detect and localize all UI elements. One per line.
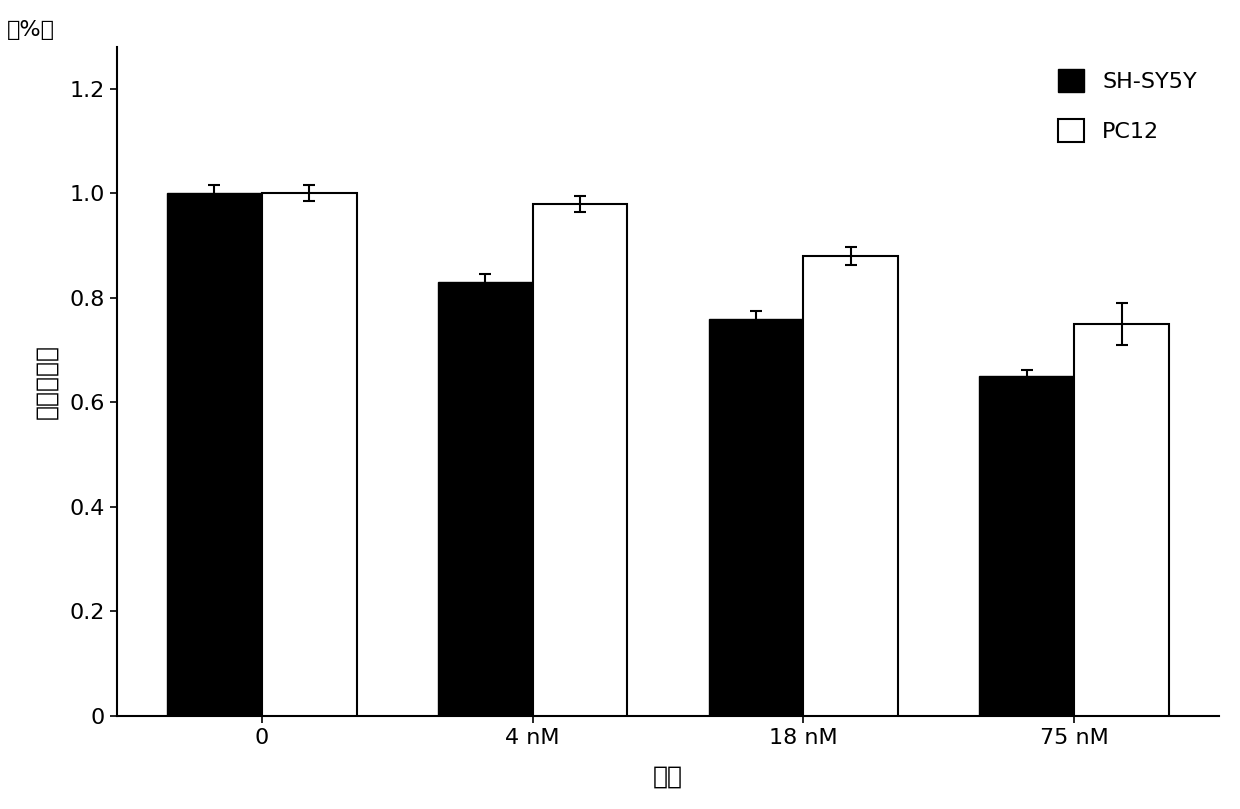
X-axis label: 浓度: 浓度 xyxy=(653,765,683,788)
Y-axis label: 细胞存活率: 细胞存活率 xyxy=(35,344,58,419)
Bar xyxy=(1074,324,1169,716)
Bar xyxy=(262,193,357,716)
Bar xyxy=(167,193,262,716)
Bar xyxy=(709,319,804,716)
Bar xyxy=(980,376,1074,716)
Bar xyxy=(438,282,533,716)
Legend: SH-SY5Y, PC12: SH-SY5Y, PC12 xyxy=(1047,58,1208,153)
Bar xyxy=(533,204,627,716)
Bar xyxy=(804,256,898,716)
Text: （%）: （%） xyxy=(6,20,55,40)
